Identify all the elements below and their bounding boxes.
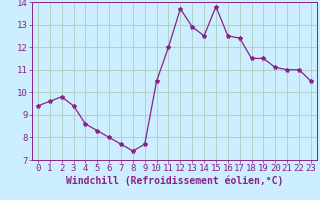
X-axis label: Windchill (Refroidissement éolien,°C): Windchill (Refroidissement éolien,°C) bbox=[66, 176, 283, 186]
